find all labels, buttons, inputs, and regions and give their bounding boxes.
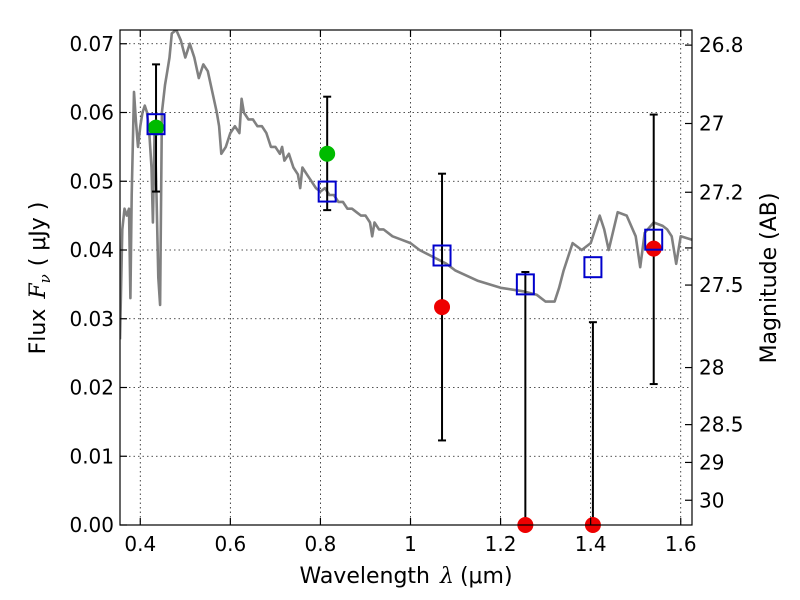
plot-area: [120, 30, 692, 340]
right-tick-label: 30: [699, 488, 724, 512]
y-tick-label: 0.00: [69, 513, 114, 537]
detection-point: [319, 145, 336, 162]
y-tick-label: 0.06: [69, 101, 114, 125]
x-axis-label: Wavelength λ (μm): [299, 564, 512, 589]
x-tick-label: 0.6: [214, 532, 246, 556]
model-square: [317, 180, 337, 203]
y-tick-label: 0.05: [69, 169, 114, 193]
model-square: [515, 273, 535, 296]
model-square: [583, 256, 603, 279]
x-tick-label: 0.4: [124, 532, 156, 556]
low-significance-point: [645, 240, 662, 257]
model-square: [146, 113, 166, 136]
right-tick-label: 29: [699, 450, 724, 474]
y-tick-label: 0.03: [69, 307, 114, 331]
right-tick-label: 28: [699, 356, 724, 380]
tick-layer: 0.4 0.6 0.8 1 1.2 1.4 1.6 0.00 0.01 0.02 0.03 0.04 0…: [69, 30, 744, 556]
right-tick-label: 27.2: [699, 180, 744, 204]
right-axis-label: Magnitude (AB): [757, 193, 782, 364]
model-square: [432, 244, 452, 267]
right-tick-label: 28.5: [699, 413, 744, 437]
y-axis-label: FluxFν( μJy ): [26, 202, 54, 355]
y-tick-label: 0.01: [69, 444, 114, 468]
right-tick-label: 27: [699, 112, 724, 136]
sed-line: [120, 30, 692, 340]
detection-point: [148, 119, 165, 136]
y-tick-label: 0.02: [69, 376, 114, 400]
x-tick-label: 1.2: [485, 532, 517, 556]
y-tick-label: 0.04: [69, 238, 114, 262]
x-tick-label: 1: [404, 532, 417, 556]
y-tick-label: 0.07: [69, 32, 114, 56]
grid-layer: [120, 30, 692, 526]
x-tick-label: 1.4: [575, 532, 607, 556]
low-significance-point: [434, 299, 451, 316]
marker-layer: [146, 63, 664, 533]
x-tick-label: 1.6: [665, 532, 697, 556]
right-tick-label: 27.5: [699, 273, 744, 297]
model-square: [644, 228, 664, 251]
right-tick-label: 26.8: [699, 33, 744, 57]
plot-frame: [119, 29, 693, 526]
x-tick-label: 0.8: [305, 532, 337, 556]
